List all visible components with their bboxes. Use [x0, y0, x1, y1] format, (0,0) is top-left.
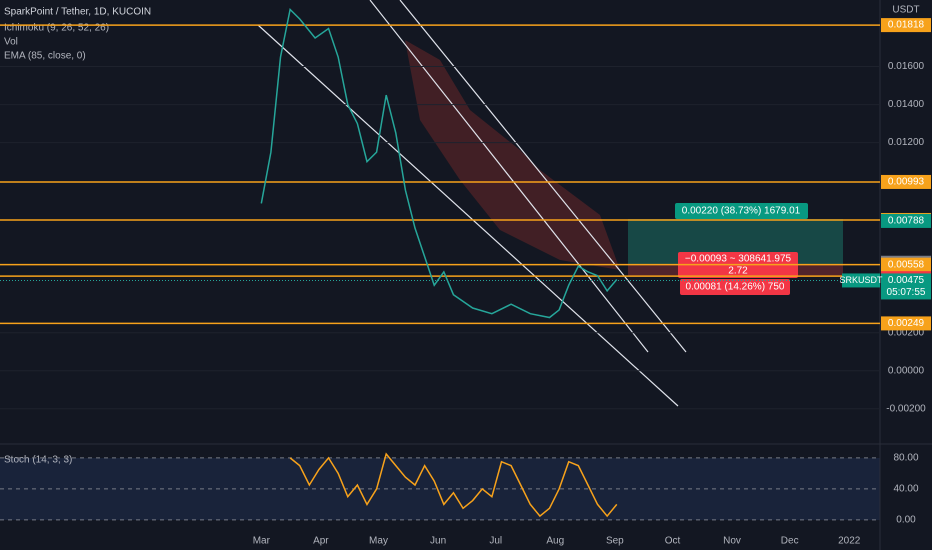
gain-tag	[675, 203, 808, 219]
stoch-title: Stoch (14, 3, 3)	[4, 455, 72, 466]
level-label: 0.01818	[888, 20, 925, 31]
currency: USDT	[892, 5, 919, 16]
y-tick-label: 0.00000	[888, 365, 925, 376]
last-tag	[881, 273, 931, 300]
y-tick-label: 0.00200	[888, 327, 925, 338]
stoch-line	[289, 452, 618, 518]
price-line	[260, 7, 618, 319]
x-tick-label: Apr	[313, 536, 329, 547]
stoch-tick-label: 0.00	[896, 515, 916, 526]
level-label: 0.00558	[888, 259, 925, 270]
ratio-label: 2.72	[728, 266, 748, 277]
y-tick-label: -0.00200	[886, 403, 926, 414]
stoch-tick-label: 80.00	[893, 453, 918, 464]
x-tick-label: Oct	[665, 536, 681, 547]
x-tick-label: Sep	[606, 536, 624, 547]
trend-line	[369, 0, 649, 353]
y-tick-label: 0.01600	[888, 61, 925, 72]
indicator: EMA (85, close, 0)	[4, 51, 86, 62]
indicator: Vol	[4, 37, 18, 48]
level-tag	[881, 174, 931, 189]
loss-tag	[680, 279, 790, 295]
x-tick-label: Mar	[253, 536, 271, 547]
x-tick-label: Aug	[546, 536, 564, 547]
x-tick-label: 2022	[838, 536, 861, 547]
stoch-tick-label: 40.00	[893, 484, 918, 495]
x-tick-label: Dec	[781, 536, 799, 547]
x-tick-label: Nov	[723, 536, 741, 547]
level-tag	[881, 316, 931, 331]
last-label: 0.00475	[888, 275, 925, 286]
x-tick-label: Jul	[489, 536, 502, 547]
trend-line	[399, 0, 687, 353]
symbol: SparkPoint / Tether, 1D, KUCOIN	[4, 7, 151, 18]
countdown: 05:07:55	[887, 287, 926, 298]
level-tag	[881, 18, 931, 33]
symbol-tag	[842, 273, 880, 288]
cloud	[405, 40, 620, 270]
level-tag	[881, 213, 931, 228]
symbol-label: SRKUSDT	[839, 275, 883, 285]
y-tick-label: 0.01200	[888, 137, 925, 148]
level-tag	[881, 257, 931, 272]
level-label: 0.00249	[888, 318, 925, 329]
indicator: Ichimoku (9, 26, 52, 26)	[4, 23, 109, 34]
x-tick-label: May	[369, 536, 388, 547]
y-tick-label: 0.01400	[888, 99, 925, 110]
gain-label: 0.00220 (38.73%) 1679.01	[682, 206, 801, 217]
measure-label: −0.00093 ~ 308641.975	[685, 254, 792, 265]
x-tick-label: Jun	[430, 536, 446, 547]
loss-label: 0.00081 (14.26%) 750	[686, 282, 785, 293]
trend-lines	[257, 0, 687, 407]
level-label: 0.00788	[888, 216, 925, 227]
level-label: 0.00993	[888, 177, 925, 188]
trend-line	[257, 24, 679, 407]
